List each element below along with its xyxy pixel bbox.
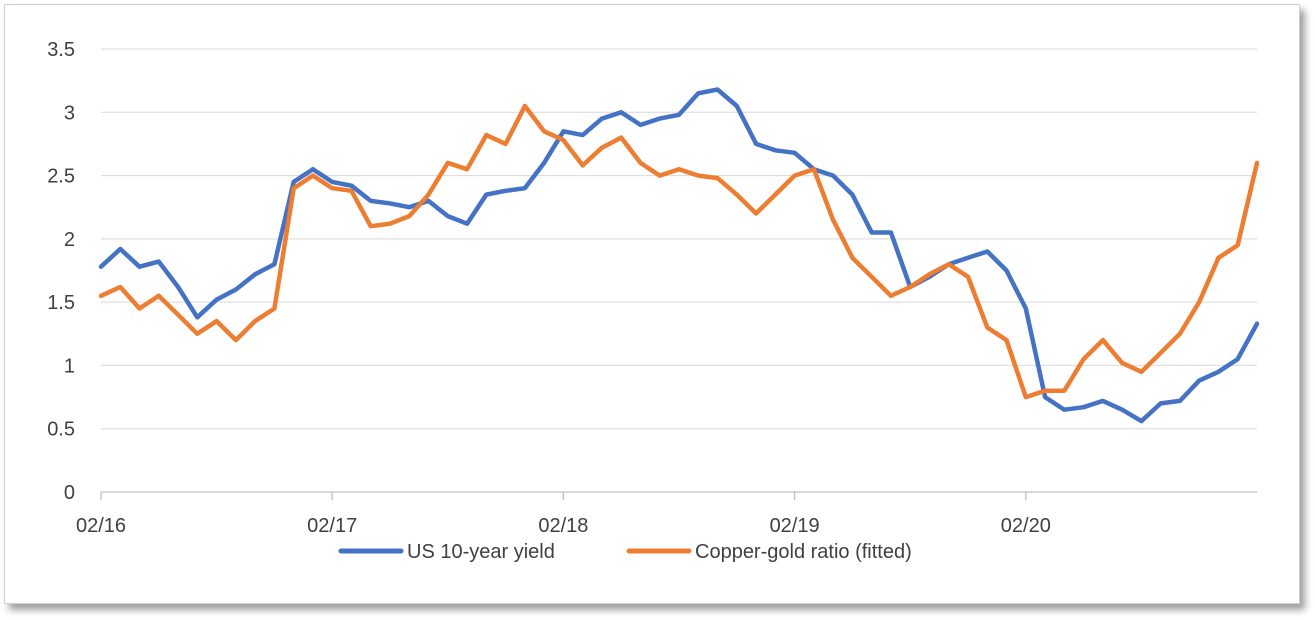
y-tick-label: 3.5 [47, 39, 75, 61]
y-tick-label: 3 [64, 102, 75, 124]
x-tick-label: 02/20 [1001, 515, 1051, 537]
legend-label: Copper-gold ratio (fitted) [695, 541, 912, 563]
y-tick-label: 2.5 [47, 166, 75, 188]
series-line-us-10-year-yield [98, 87, 1260, 424]
x-axis [100, 491, 1257, 500]
y-tick-label: 1.5 [47, 292, 75, 314]
x-tick-label: 02/16 [76, 515, 126, 537]
y-tick-label: 0 [64, 482, 75, 504]
x-axis-tick-labels: 02/16 02/17 02/18 02/19 02/20 [76, 515, 1051, 537]
line-chart: 00.511.522.533.5 02/16 02/17 02/18 02/19 02/… [47, 39, 1260, 563]
y-tick-label: 2 [64, 229, 75, 251]
legend: US 10-year yield Copper-gold ratio (fitte… [338, 541, 912, 563]
x-tick-label: 02/17 [307, 515, 357, 537]
legend-label: US 10-year yield [407, 541, 555, 563]
series-lines [98, 87, 1260, 424]
x-tick-label: 02/18 [538, 515, 588, 537]
x-tick-label: 02/19 [770, 515, 820, 537]
y-tick-label: 1 [64, 355, 75, 377]
y-tick-label: 0.5 [47, 419, 75, 441]
series-line-copper-gold-ratio [98, 103, 1260, 400]
chart-frame: 0 0.5 1 1.5 2 2.5 3 3.5 02/16 02/17 02/18 02/19 02/… [4, 4, 1300, 604]
y-axis-tick-labels: 0 0.5 1 1.5 2 2.5 3 3.5 [47, 39, 75, 504]
gridlines [101, 48, 1257, 430]
